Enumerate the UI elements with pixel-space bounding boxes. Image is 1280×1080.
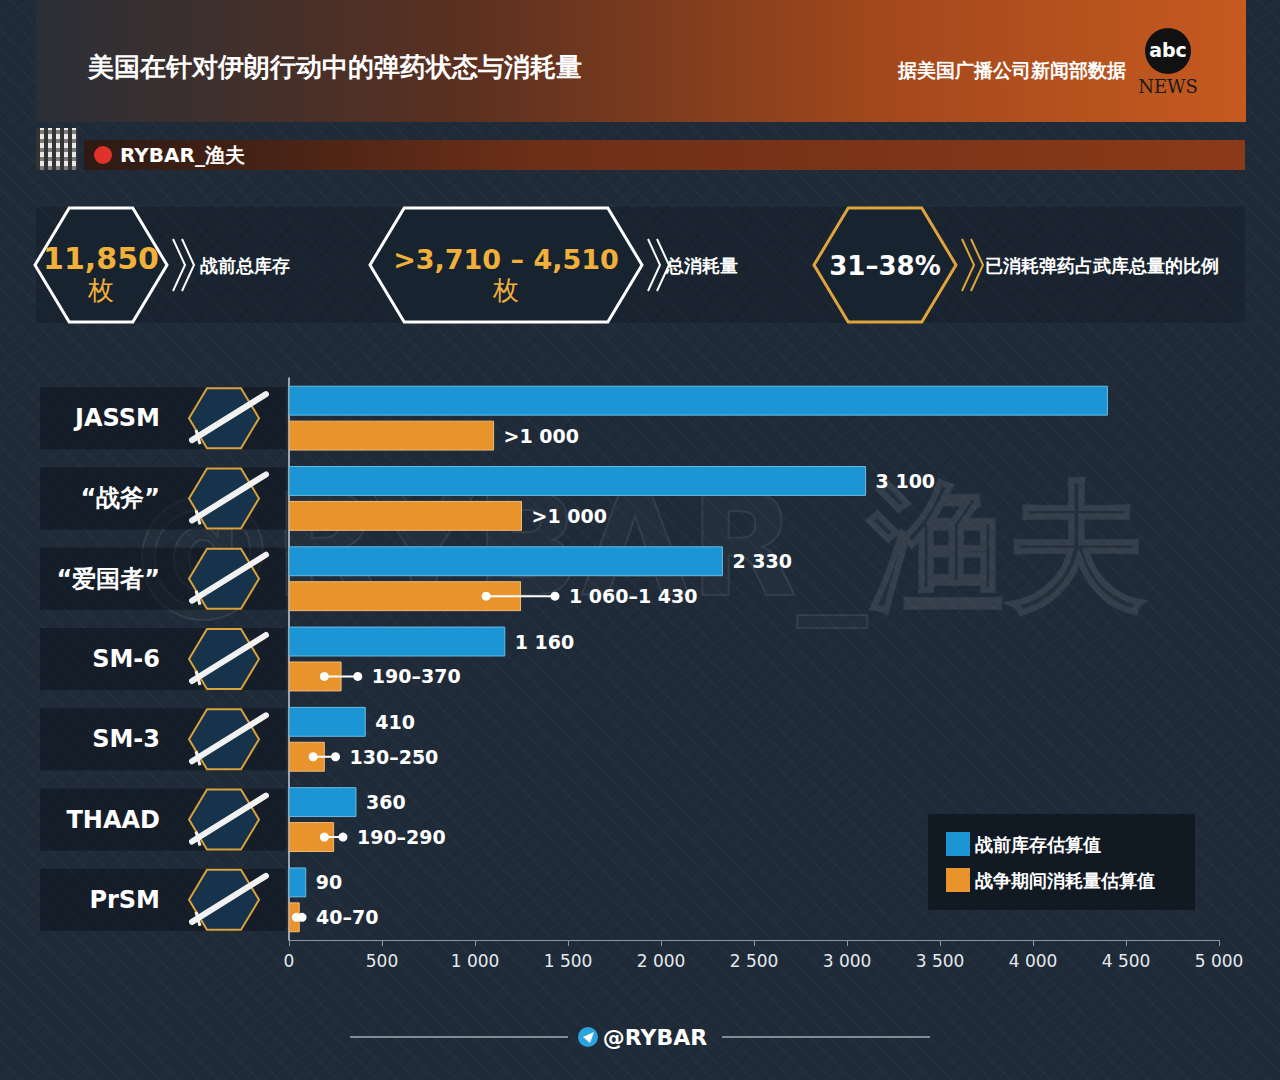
svg-text:90: 90	[316, 871, 342, 893]
svg-text:190–370: 190–370	[372, 665, 461, 687]
svg-text:410: 410	[375, 711, 415, 733]
svg-text:SM-3: SM-3	[92, 725, 160, 753]
html-text:美国在针对伊朗行动中的弹药状态与消耗量: 美国在针对伊朗行动中的弹药状态与消耗量	[88, 52, 582, 82]
html-text:abc: abc	[1149, 39, 1187, 61]
svg-text:1 160: 1 160	[515, 631, 575, 653]
svg-text:3 100: 3 100	[876, 470, 936, 492]
svg-text:1 500: 1 500	[544, 951, 593, 971]
svg-text:>1 000: >1 000	[532, 505, 607, 527]
svg-text:JASSM: JASSM	[73, 404, 160, 432]
svg-text:11,850: 11,850	[43, 241, 159, 276]
svg-text:“爱国者”: “爱国者”	[56, 565, 160, 593]
svg-text:1 000: 1 000	[451, 951, 500, 971]
svg-text:3 000: 3 000	[823, 951, 872, 971]
svg-text:>3,710 – 4,510: >3,710 – 4,510	[393, 244, 619, 275]
svg-text:3 500: 3 500	[916, 951, 965, 971]
svg-text:190–290: 190–290	[357, 826, 446, 848]
svg-text:0: 0	[284, 951, 295, 971]
svg-text:500: 500	[366, 951, 398, 971]
svg-text:4 000: 4 000	[1009, 951, 1058, 971]
svg-text:战前总库存: 战前总库存	[200, 255, 290, 276]
html-text:RYBAR_渔夫: RYBAR_渔夫	[120, 143, 245, 167]
svg-text:1 060–1 430: 1 060–1 430	[569, 585, 698, 607]
svg-text:360: 360	[366, 791, 406, 813]
svg-text:4 500: 4 500	[1102, 951, 1151, 971]
svg-text:战前库存估算值: 战前库存估算值	[975, 834, 1101, 855]
svg-text:>1 000: >1 000	[504, 425, 579, 447]
svg-text:5 000: 5 000	[1195, 951, 1244, 971]
svg-text:@RYBAR_渔夫: @RYBAR_渔夫	[132, 465, 1148, 628]
html-text:据美国广播公司新闻部数据: 据美国广播公司新闻部数据	[898, 59, 1126, 81]
svg-text:枚: 枚	[87, 275, 114, 305]
svg-text:2 000: 2 000	[637, 951, 686, 971]
svg-text:SM-6: SM-6	[92, 645, 160, 673]
svg-text:已消耗弹药占武库总量的比例: 已消耗弹药占武库总量的比例	[985, 255, 1219, 276]
svg-text:2 500: 2 500	[730, 951, 779, 971]
svg-text:枚: 枚	[492, 275, 519, 305]
svg-text:40–70: 40–70	[316, 906, 378, 928]
svg-text:“战斧”: “战斧”	[80, 484, 160, 512]
svg-text:@RYBAR: @RYBAR	[603, 1025, 707, 1050]
svg-text:130–250: 130–250	[350, 746, 439, 768]
svg-text:总消耗量: 总消耗量	[665, 255, 738, 276]
svg-text:2 330: 2 330	[732, 550, 792, 572]
svg-text:THAAD: THAAD	[66, 806, 160, 834]
svg-text:31–38%: 31–38%	[829, 251, 940, 281]
svg-text:战争期间消耗量估算值: 战争期间消耗量估算值	[975, 870, 1155, 891]
html-text:NEWS: NEWS	[1138, 76, 1198, 97]
svg-text:PrSM: PrSM	[89, 886, 160, 914]
